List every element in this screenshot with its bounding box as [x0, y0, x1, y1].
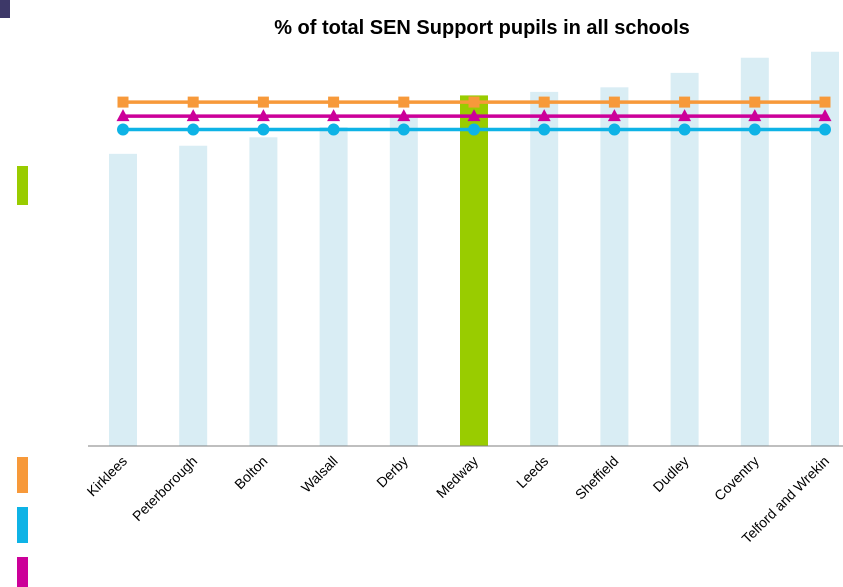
marker-circle-5: [468, 123, 480, 136]
marker-triangle-7: [607, 109, 621, 122]
marker-square-1: [187, 96, 199, 108]
marker-triangle-10: [818, 109, 832, 122]
marker-triangle-8: [678, 109, 692, 122]
marker-square-0: [117, 96, 129, 108]
bar-walsall: [319, 127, 348, 446]
x-tick-label: Medway: [433, 453, 481, 501]
corner-mark: [0, 0, 10, 18]
legend-swatch-blue: [17, 507, 28, 543]
legend-swatch-magenta: [17, 557, 28, 587]
bar-medway: [460, 95, 488, 447]
marker-square-7: [608, 96, 620, 108]
marker-circle-1: [187, 123, 200, 136]
marker-triangle-2: [256, 109, 270, 122]
marker-square-4: [398, 96, 410, 108]
bar-peterborough: [179, 145, 208, 446]
marker-circle-3: [327, 123, 340, 136]
bar-coventry: [740, 57, 769, 447]
marker-square-10: [819, 96, 831, 108]
marker-square-8: [679, 96, 691, 108]
x-tick-label: Coventry: [711, 453, 762, 504]
marker-circle-9: [748, 123, 761, 136]
bar-leeds: [530, 91, 559, 446]
marker-triangle-0: [116, 109, 130, 122]
legend-swatch-orange: [17, 457, 28, 493]
marker-triangle-4: [397, 109, 411, 122]
bar-derby: [389, 116, 418, 447]
marker-square-2: [257, 96, 269, 108]
x-tick-label: Bolton: [231, 453, 270, 492]
x-tick-label: Dudley: [650, 453, 692, 495]
x-tick-label: Sheffield: [572, 453, 622, 503]
marker-square-9: [749, 96, 761, 108]
marker-circle-2: [257, 123, 270, 136]
marker-triangle-5: [467, 109, 481, 122]
marker-triangle-3: [327, 109, 341, 122]
chart-title: % of total SEN Support pupils in all sch…: [274, 17, 690, 39]
x-tick-label: Walsall: [298, 453, 341, 496]
legend-swatch-highlight: [17, 166, 28, 205]
x-tick-label: Kirklees: [84, 453, 131, 500]
marker-square-6: [538, 96, 550, 108]
marker-triangle-9: [748, 109, 762, 122]
marker-circle-6: [538, 123, 551, 136]
bar-kirklees: [109, 153, 137, 446]
x-tick-label: Peterborough: [129, 453, 200, 524]
marker-circle-8: [678, 123, 691, 136]
marker-square-3: [328, 96, 340, 108]
marker-circle-4: [397, 123, 410, 136]
marker-circle-7: [608, 123, 621, 136]
x-tick-label: Derby: [373, 453, 411, 491]
marker-square-5: [468, 96, 480, 108]
marker-triangle-1: [186, 109, 200, 122]
marker-circle-0: [117, 123, 129, 136]
x-tick-label: Leeds: [513, 453, 551, 491]
bar-bolton: [249, 137, 278, 446]
marker-triangle-6: [537, 109, 551, 122]
bar-sheffield: [600, 87, 629, 446]
marker-circle-10: [819, 123, 831, 136]
